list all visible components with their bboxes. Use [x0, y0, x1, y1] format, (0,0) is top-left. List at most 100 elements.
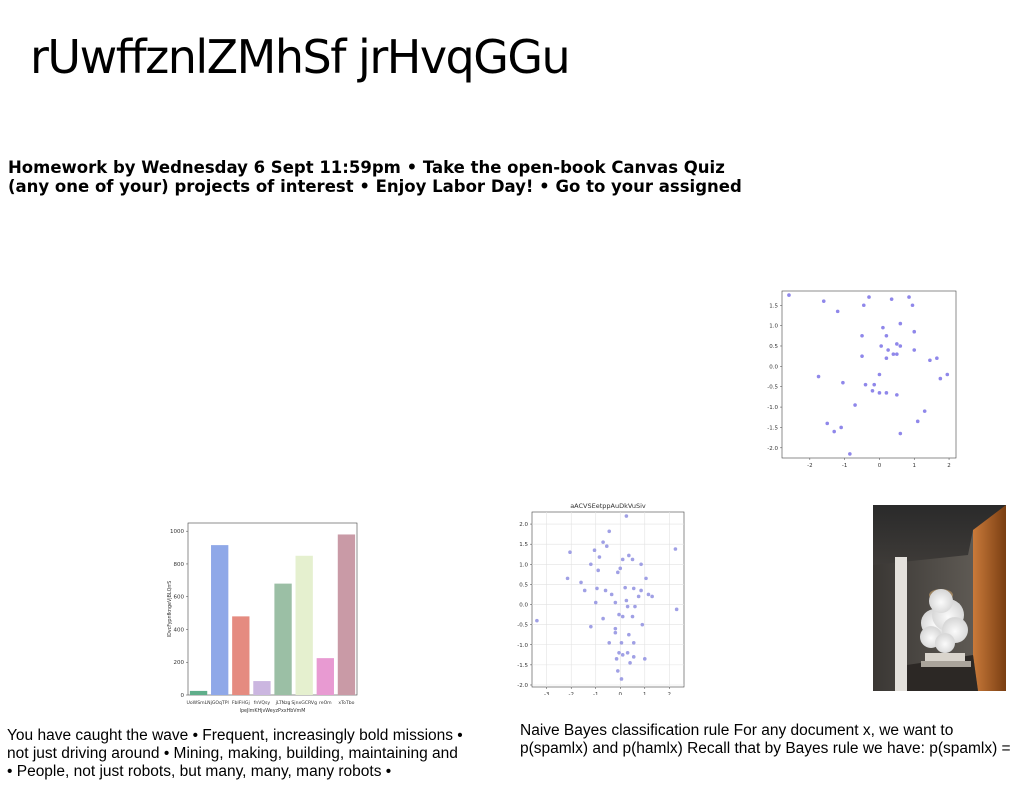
- data-point: [907, 295, 911, 299]
- plot-frame: [781, 290, 957, 459]
- data-point: [613, 600, 618, 605]
- data-point: [623, 585, 627, 590]
- data-point: [603, 588, 608, 593]
- bar: [189, 690, 208, 695]
- data-point: [644, 576, 648, 581]
- data-point: [898, 431, 903, 436]
- caption-line: Naive Bayes classification rule For any …: [520, 722, 954, 739]
- data-point: [853, 403, 857, 407]
- data-point: [938, 376, 943, 381]
- x-tick-label: 0: [619, 692, 623, 695]
- data-point: [589, 562, 593, 567]
- x-axis-label: lpeJlmKHjvWeyzPxxHbVmM: [240, 708, 306, 714]
- data-point: [619, 677, 624, 681]
- bar: [316, 658, 334, 695]
- y-tick-label: -1.5: [517, 663, 528, 669]
- bar: [232, 616, 250, 695]
- data-point: [928, 358, 932, 363]
- scatter-plot-grid: aACVSEetppAuDkVuSiv -3 -2 -1 0 1 2 2.0 1.5 1.0 0.5…: [517, 502, 685, 695]
- x-tick-label: 0: [878, 463, 882, 469]
- data-point: [825, 421, 830, 426]
- data-point: [884, 334, 889, 338]
- data-point: [898, 321, 903, 326]
- data-point: [568, 550, 572, 555]
- x-tick-label: 1: [643, 692, 647, 695]
- data-point: [886, 348, 890, 352]
- y-tick-label: 0.0: [769, 364, 778, 370]
- caption-line: not just driving around • Mining, making…: [7, 745, 458, 762]
- data-point: [630, 557, 635, 562]
- slide-title: rUwffznlZMhSf jrHvqGGu: [30, 30, 571, 84]
- y-tick-label: -0.5: [767, 385, 778, 391]
- data-point: [860, 354, 864, 358]
- data-point: [861, 303, 866, 308]
- x-tick-label: jGOqTPl: [210, 700, 229, 706]
- y-tick-label: 0: [181, 693, 185, 699]
- data-point: [867, 295, 871, 299]
- data-point: [617, 651, 621, 655]
- data-point: [674, 607, 679, 612]
- x-tick-label: reOm: [319, 700, 332, 706]
- data-point: [601, 616, 605, 621]
- y-tick-label: 0.0: [519, 603, 528, 609]
- data-point: [835, 309, 840, 314]
- data-point: [841, 380, 845, 385]
- data-point: [628, 661, 632, 665]
- bar-chart: 0 200 400 600 800 1000 UoWSmLN jGOqTPl FbIFHGj fn…: [167, 522, 358, 714]
- data-point: [627, 632, 631, 637]
- x-tick-label: 2: [947, 463, 951, 469]
- y-tick-label: 1.5: [769, 303, 778, 309]
- data-point: [565, 576, 570, 581]
- data-point: [912, 348, 917, 352]
- data-point: [870, 388, 875, 393]
- y-tick-label: 0.5: [519, 582, 528, 588]
- data-point: [633, 604, 637, 609]
- caption-right: Naive Bayes classification rule For any …: [520, 722, 1024, 758]
- x-tick-label: 2: [668, 692, 672, 695]
- y-tick-label: -0.5: [517, 623, 528, 629]
- data-point: [891, 352, 896, 356]
- data-point: [595, 586, 599, 591]
- data-point: [839, 425, 843, 430]
- data-point: [618, 566, 623, 571]
- homework-line: (any one of your) projects of interest •…: [8, 177, 742, 196]
- homework-announcement: Homework by Wednesday 6 Sept 11:59pm • T…: [8, 158, 1018, 196]
- bar: [337, 534, 356, 695]
- data-point: [631, 655, 636, 659]
- caption-left: You have caught the wave • Frequent, inc…: [7, 727, 507, 781]
- data-point: [631, 640, 636, 645]
- caption-line: • People, not just robots, but many, man…: [7, 763, 392, 780]
- data-point: [535, 618, 539, 623]
- data-point: [889, 297, 894, 301]
- data-point: [915, 419, 920, 424]
- data-point: [910, 303, 915, 308]
- data-point: [625, 651, 630, 655]
- data-point: [884, 391, 889, 395]
- data-point: [630, 614, 635, 619]
- data-point: [877, 372, 882, 377]
- bar: [295, 555, 313, 695]
- data-point: [642, 657, 647, 661]
- cloud-sculpture-photo: [873, 505, 1006, 691]
- scatter-plot-top: -2 -1 0 1 2 1.5 1.0 0.5 0.0 -0.5 -1.0 -1.5 -2.0: [767, 290, 957, 469]
- bar: [253, 681, 271, 695]
- data-point: [650, 594, 654, 599]
- data-point: [614, 657, 619, 661]
- data-point: [787, 293, 791, 297]
- data-point: [879, 344, 883, 348]
- data-point: [895, 393, 899, 397]
- data-point: [848, 452, 852, 456]
- x-tick-label: 1: [912, 463, 916, 469]
- bar: [274, 583, 292, 695]
- data-point: [596, 568, 600, 573]
- data-point: [624, 514, 629, 518]
- caption-line: p(spamlx) and p(hamlx) Recall that by Ba…: [520, 740, 1011, 757]
- y-axis-label: lDvcFypnfkngeVjBLQrrS: [167, 581, 173, 638]
- data-point: [617, 612, 621, 617]
- y-tick-label: 400: [174, 627, 185, 633]
- data-point: [592, 548, 597, 553]
- data-point: [863, 382, 868, 387]
- data-point: [604, 544, 609, 548]
- data-point: [607, 529, 612, 534]
- bar: [211, 545, 229, 695]
